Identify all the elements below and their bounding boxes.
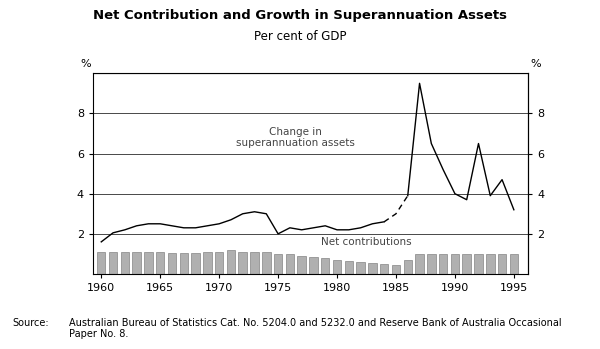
Bar: [179, 253, 188, 274]
Bar: [97, 252, 106, 274]
Bar: [392, 265, 400, 274]
Bar: [498, 254, 506, 274]
Bar: [509, 254, 518, 274]
Bar: [238, 252, 247, 274]
Bar: [309, 257, 317, 274]
Bar: [344, 261, 353, 274]
Bar: [144, 252, 152, 274]
Bar: [415, 254, 424, 274]
Bar: [250, 252, 259, 274]
Bar: [356, 262, 365, 274]
Bar: [333, 260, 341, 274]
Bar: [298, 256, 306, 274]
Bar: [109, 252, 117, 274]
Bar: [404, 260, 412, 274]
Text: Change in
superannuation assets: Change in superannuation assets: [236, 127, 355, 148]
Bar: [191, 253, 200, 274]
Bar: [321, 258, 329, 274]
Bar: [262, 252, 271, 274]
Bar: [427, 254, 436, 274]
Text: Net contributions: Net contributions: [321, 237, 412, 247]
Text: %: %: [80, 59, 91, 69]
Bar: [451, 254, 459, 274]
Bar: [474, 254, 483, 274]
Text: Net Contribution and Growth in Superannuation Assets: Net Contribution and Growth in Superannu…: [93, 9, 507, 22]
Bar: [486, 254, 494, 274]
Bar: [380, 264, 388, 274]
Bar: [215, 252, 223, 274]
Bar: [168, 253, 176, 274]
Bar: [286, 254, 294, 274]
Bar: [439, 254, 448, 274]
Text: Australian Bureau of Statistics Cat. No. 5204.0 and 5232.0 and Reserve Bank of A: Australian Bureau of Statistics Cat. No.…: [69, 318, 562, 339]
Bar: [203, 252, 212, 274]
Bar: [368, 263, 377, 274]
Text: Per cent of GDP: Per cent of GDP: [254, 30, 346, 43]
Bar: [227, 250, 235, 274]
Bar: [274, 254, 283, 274]
Bar: [463, 254, 471, 274]
Text: Source:: Source:: [12, 318, 49, 328]
Text: %: %: [530, 59, 541, 69]
Bar: [156, 252, 164, 274]
Bar: [121, 252, 129, 274]
Bar: [133, 252, 141, 274]
